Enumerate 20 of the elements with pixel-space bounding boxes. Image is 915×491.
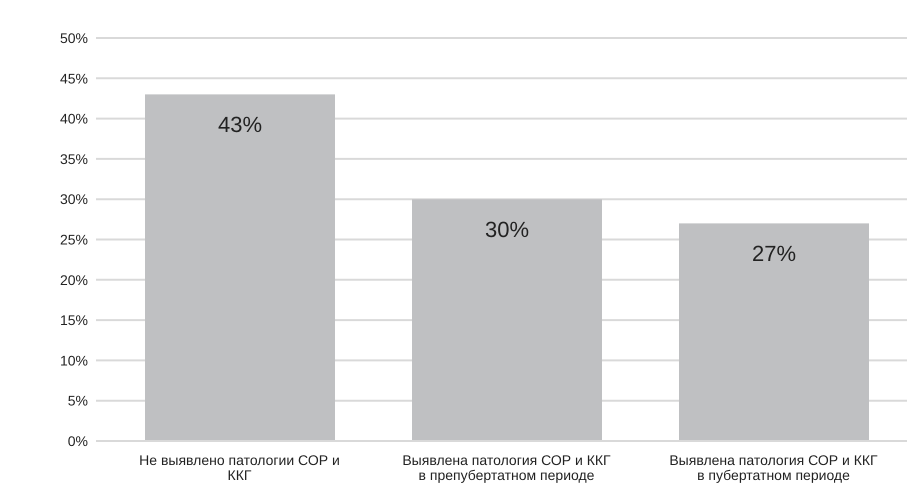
x-tick-label: Не выявлено патологии СОР и ККГ: [139, 452, 340, 483]
bar: [679, 223, 869, 441]
y-tick-label: 25%: [60, 231, 88, 248]
data-label: 30%: [484, 216, 530, 242]
y-tick-label: 50%: [60, 30, 88, 46]
y-tick-label: 45%: [60, 70, 88, 86]
y-tick-label: 10%: [60, 352, 88, 368]
x-tick-label: Выявлена патология СОР и ККГ в пубертатном периоде: [669, 452, 878, 483]
data-label: 27%: [752, 241, 796, 266]
y-tick-label: 20%: [60, 272, 88, 288]
y-tick-label: 5%: [68, 392, 88, 409]
bar: [145, 94, 335, 441]
y-tick-label: 35%: [60, 150, 88, 167]
y-tick-label: 40%: [60, 110, 88, 127]
bar: [412, 199, 602, 441]
y-tick-label: 15%: [60, 312, 88, 328]
x-tick-label: Выявлена патология СОР и ККГ в препубертатном периоде: [402, 452, 612, 483]
data-label: 43%: [218, 112, 262, 138]
y-tick-label: 30%: [60, 191, 88, 208]
y-tick-label: 0%: [68, 432, 88, 449]
